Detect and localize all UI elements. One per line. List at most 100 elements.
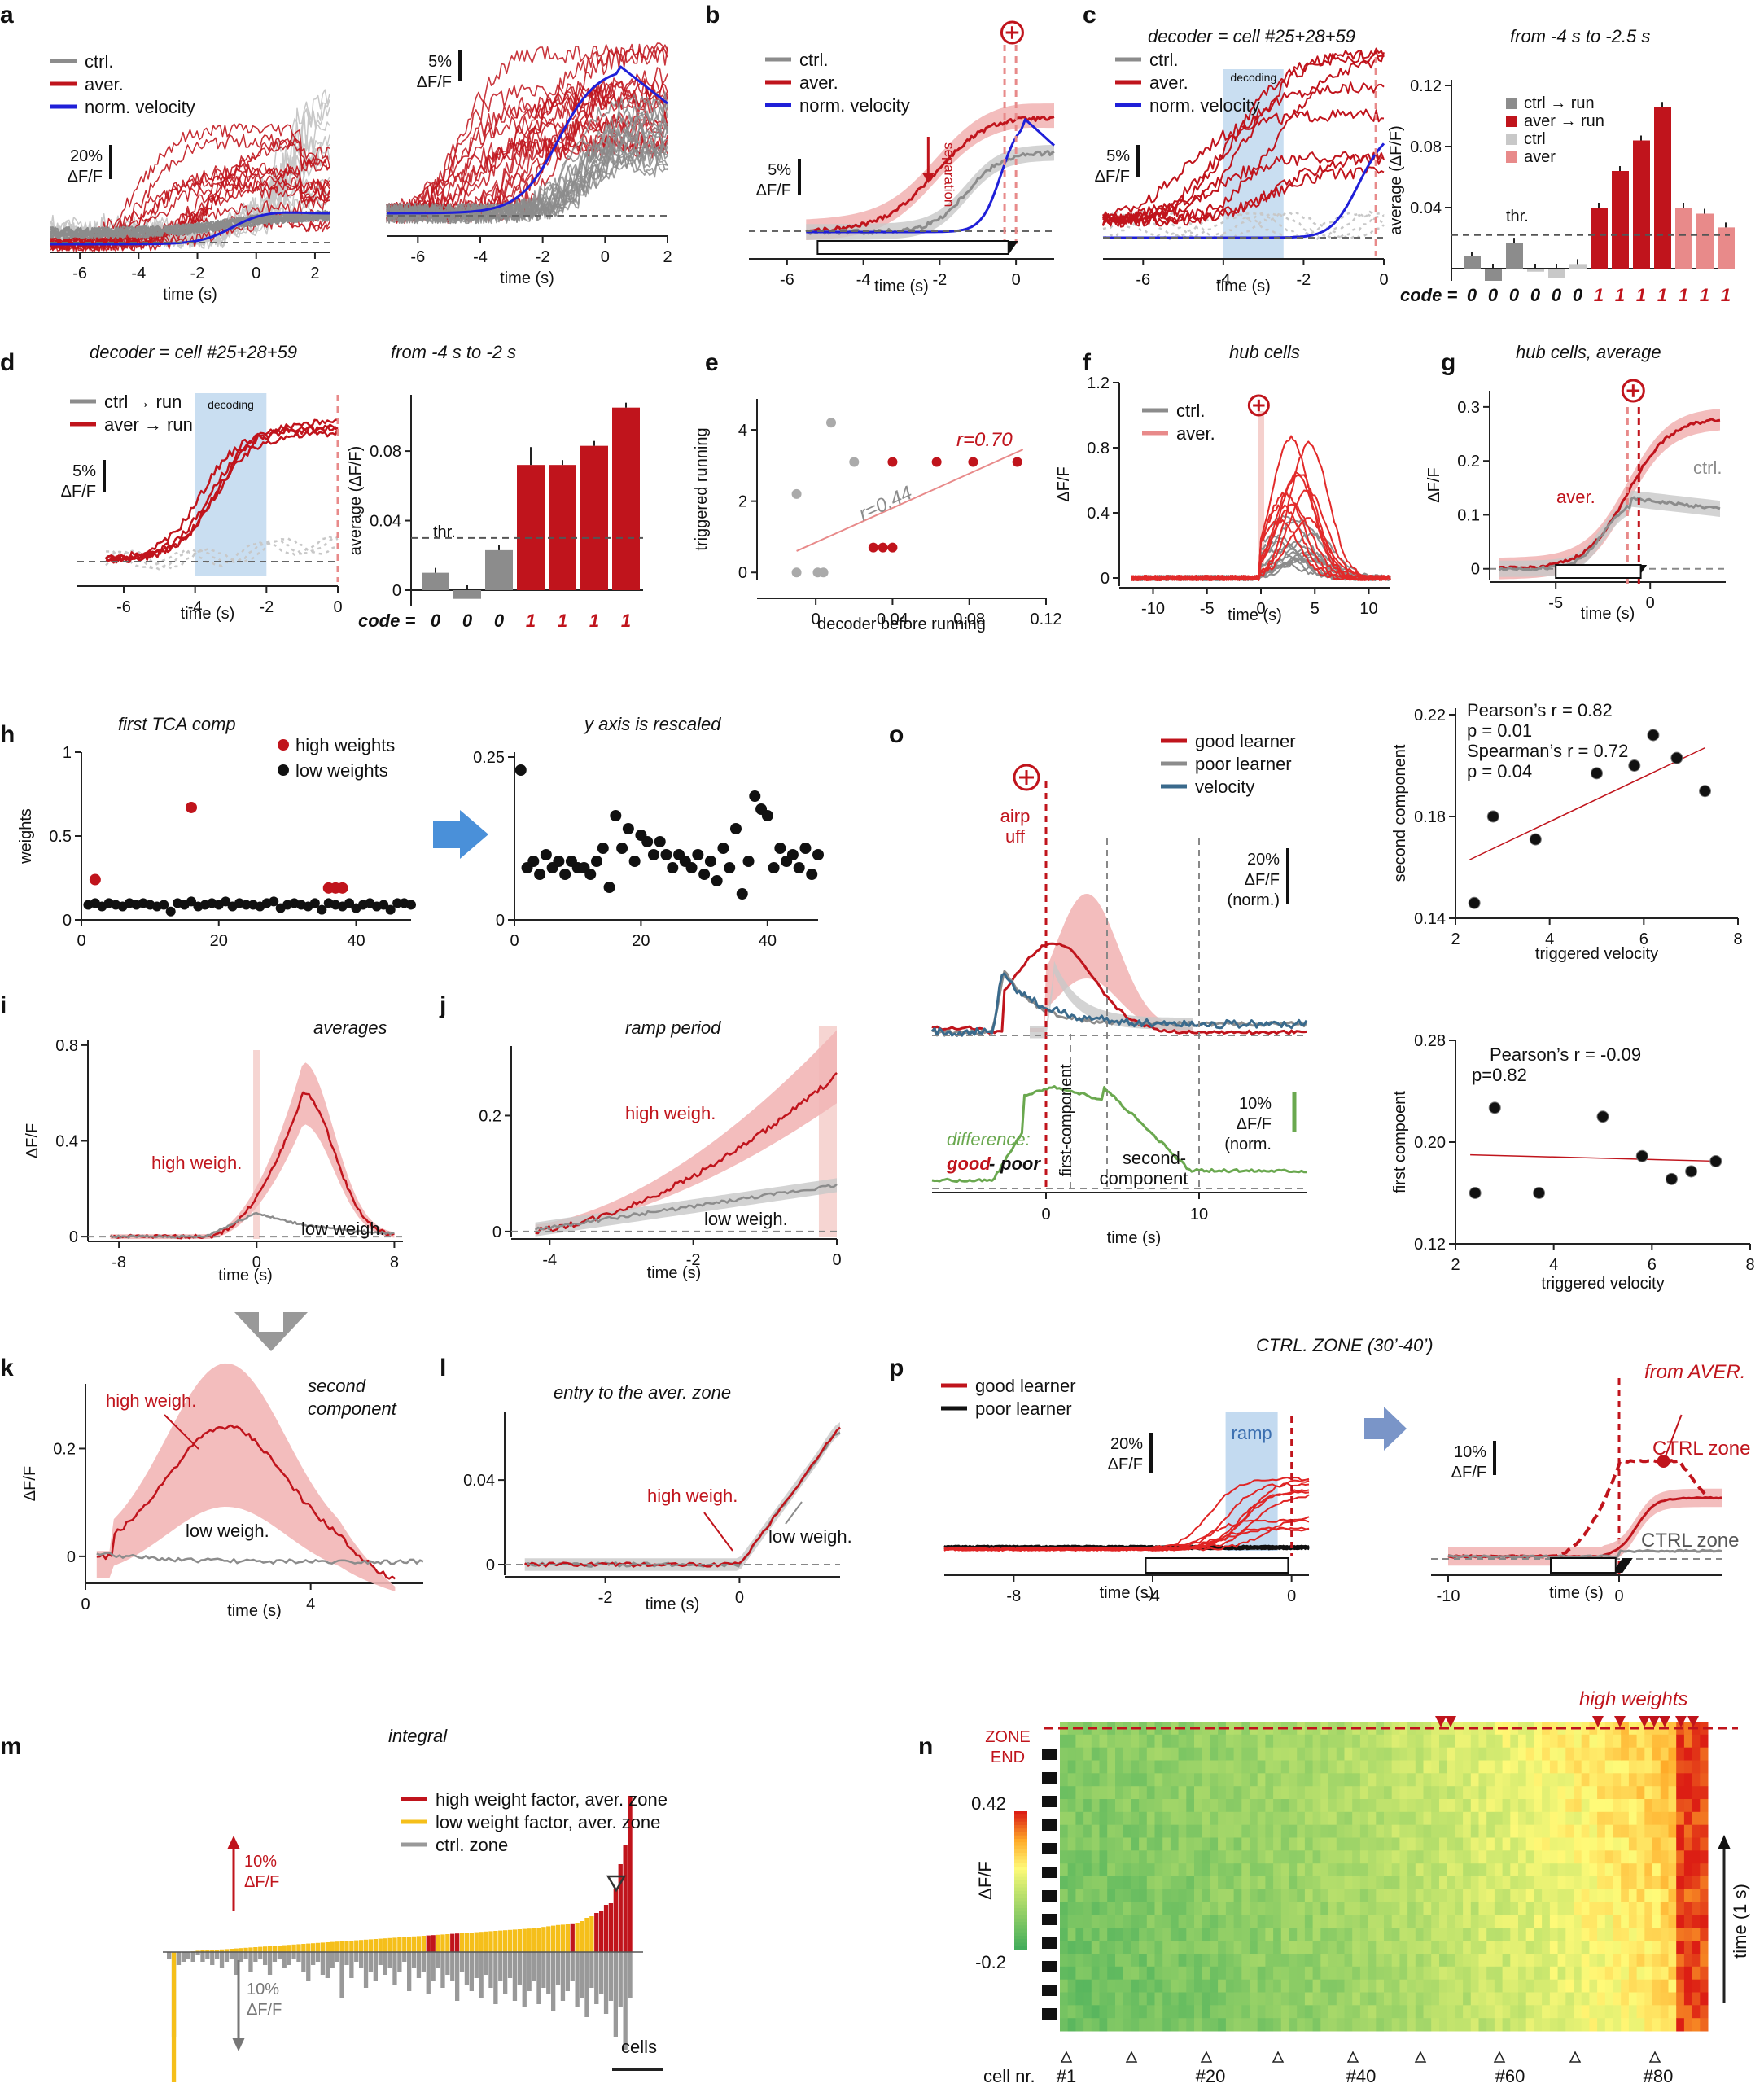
heatmap-cell xyxy=(1273,1966,1282,1981)
heatmap-cell xyxy=(1225,1915,1235,1928)
point xyxy=(1469,1187,1482,1199)
heatmap-cell xyxy=(1123,1889,1131,1903)
x-tick-label: -2 xyxy=(932,271,947,289)
heatmap-cell xyxy=(1423,1941,1432,1954)
heatmap-cell xyxy=(1557,1992,1566,2006)
heatmap-cell xyxy=(1312,1863,1321,1877)
x-tick-label: -6 xyxy=(1136,271,1150,289)
heatmap-cell xyxy=(1280,1889,1289,1903)
y-tick-label: 0.8 xyxy=(1087,440,1110,457)
x-tick-label: -4 xyxy=(188,598,203,616)
bar-ctrl xyxy=(503,1952,508,1994)
heatmap-cell xyxy=(1075,1773,1084,1787)
heatmap-cell xyxy=(1099,1954,1108,1968)
heatmap-cell xyxy=(1320,1889,1329,1903)
heatmap-cell xyxy=(1075,1941,1084,1954)
heatmap-cell xyxy=(1265,1850,1274,1864)
heatmap-cell xyxy=(1502,1760,1511,1774)
heatmap-cell xyxy=(1525,1824,1534,1838)
legend-swatch xyxy=(1506,116,1517,127)
heatmap-cell xyxy=(1312,1889,1321,1903)
heatmap-cell xyxy=(1692,1979,1701,1993)
heatmap-cell xyxy=(1518,1992,1527,2006)
heatmap-cell xyxy=(1312,1773,1321,1787)
heatmap-cell xyxy=(1210,1824,1219,1838)
heatmap-cell xyxy=(1621,1876,1630,1890)
heatmap-cell xyxy=(1320,1734,1329,1749)
heatmap-cell xyxy=(1123,1734,1131,1749)
heatmap-cell xyxy=(1589,1811,1598,1826)
heatmap-cell xyxy=(1447,1799,1455,1813)
heatmap-cell xyxy=(1502,1979,1511,1993)
colorbar-segment xyxy=(1014,1832,1027,1836)
heatmap-cell xyxy=(1146,1760,1155,1774)
heatmap-cell xyxy=(1328,1966,1337,1981)
point xyxy=(799,843,812,854)
heatmap-cell xyxy=(1502,1863,1511,1877)
x-tick-label: 4 xyxy=(1545,930,1554,948)
bar-ctrl xyxy=(248,1952,253,1972)
heatmap-cell xyxy=(1589,1734,1598,1749)
heatmap-cell xyxy=(1304,1889,1314,1903)
bar-low xyxy=(532,1928,536,1952)
heatmap-cell xyxy=(1423,1966,1432,1981)
heatmap-cell xyxy=(1186,1850,1195,1864)
heatmap-cell xyxy=(1391,1979,1400,1993)
heatmap-cell xyxy=(1139,1928,1148,1941)
heatmap-cell xyxy=(1636,2005,1645,2019)
y-tick-label: 0 xyxy=(486,1556,495,1574)
heatmap-cell xyxy=(1510,1902,1519,1915)
heatmap-cell xyxy=(1178,1837,1187,1851)
heatmap-cell xyxy=(1139,1979,1148,1993)
heatmap-cell xyxy=(1494,2005,1504,2019)
separation-label: separation xyxy=(941,142,956,207)
heatmap-cell xyxy=(1621,1902,1630,1915)
heatmap-cell xyxy=(1265,1915,1274,1928)
heatmap-cell xyxy=(1636,1889,1645,1903)
heatmap-cell xyxy=(1668,1954,1677,1968)
heatmap-cell xyxy=(1320,1876,1329,1890)
heatmap-cell xyxy=(1170,1773,1180,1787)
heatmap-cell xyxy=(1534,1928,1543,1941)
heatmap-cell xyxy=(1604,1773,1613,1787)
bar-low xyxy=(503,1930,508,1952)
heatmap-cell xyxy=(1146,1837,1155,1851)
heatmap-cell xyxy=(1557,2018,1566,2032)
heatmap-cell xyxy=(1676,1811,1685,1826)
heatmap-cell xyxy=(1542,1889,1551,1903)
heatmap-cell xyxy=(1463,1915,1472,1928)
panel-title-cont: component xyxy=(308,1399,397,1419)
heatmap-cell xyxy=(1384,1954,1393,1968)
heatmap-cell xyxy=(1518,1928,1527,1941)
bar-low xyxy=(215,1950,220,1952)
heatmap-cell xyxy=(1518,1915,1527,1928)
trace-ctrl xyxy=(50,211,330,239)
heatmap-cell xyxy=(1534,1941,1543,1954)
panel-label-c: c xyxy=(1083,2,1096,28)
heatmap-cell xyxy=(1257,1941,1266,1954)
point-aver xyxy=(968,457,978,467)
bar-ctrl xyxy=(608,1952,614,2001)
heatmap-cell xyxy=(1368,1889,1377,1903)
heatmap-cell xyxy=(1257,1966,1266,1981)
heatmap-cell xyxy=(1486,2018,1495,2032)
heatmap-cell xyxy=(1273,1747,1282,1761)
heatmap-cell xyxy=(1644,2018,1653,2032)
heatmap-cell xyxy=(1289,1941,1298,1954)
heatmap-cell xyxy=(1225,1876,1235,1890)
heatmap-cell xyxy=(1115,1734,1124,1749)
heatmap-cell xyxy=(1407,1979,1416,1993)
x-axis-label: time (s) xyxy=(1100,1584,1154,1602)
heatmap-cell xyxy=(1289,1799,1298,1813)
heatmap-cell xyxy=(1218,1889,1227,1903)
heatmap-cell xyxy=(1368,1992,1377,2006)
bar-ctrl xyxy=(354,1952,359,1962)
bar-ctrl xyxy=(320,1952,326,1975)
heatmap-cell xyxy=(1091,1954,1100,1968)
heatmap-cell xyxy=(1115,1889,1124,1903)
heatmap-cell xyxy=(1384,1966,1393,1981)
x-tick-label: -6 xyxy=(72,265,87,282)
bar xyxy=(485,549,513,590)
heatmap-cell xyxy=(1683,1773,1693,1787)
heatmap-cell xyxy=(1297,1941,1306,1954)
